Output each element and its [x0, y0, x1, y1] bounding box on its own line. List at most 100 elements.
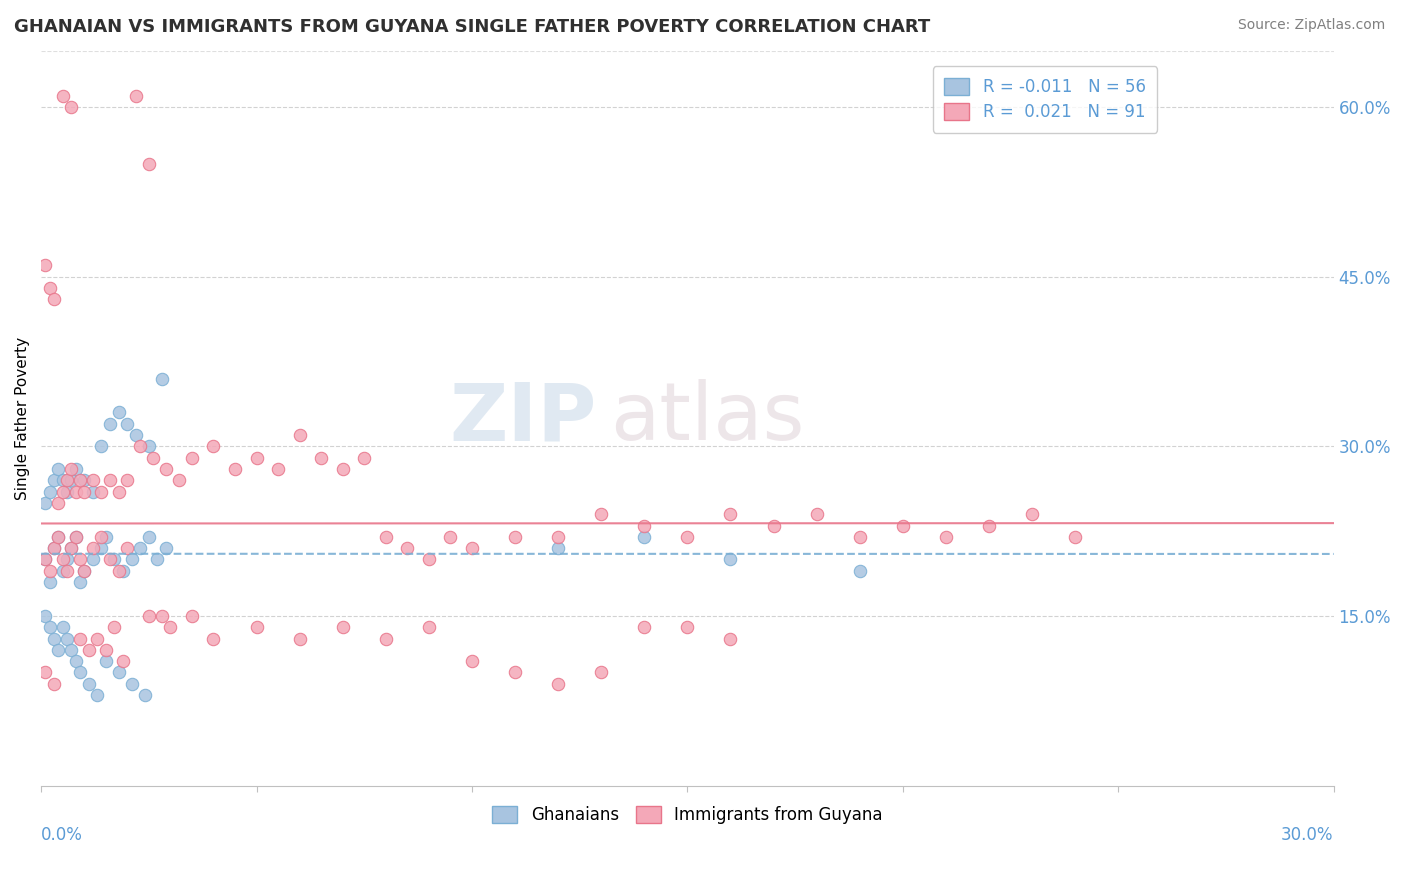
Point [52, 89, 75, 103]
Point [806, 507, 828, 521]
Point [202, 439, 225, 453]
Point [42, 632, 65, 646]
Point [34, 259, 56, 273]
Point [94, 643, 117, 657]
Point [547, 677, 569, 691]
Point [94, 654, 117, 668]
Point [129, 541, 152, 555]
Point [60, 541, 83, 555]
Point [77, 677, 100, 691]
Point [138, 157, 160, 171]
Point [46, 462, 69, 476]
Point [94, 530, 117, 544]
Point [633, 530, 655, 544]
Text: 30.0%: 30.0% [1281, 826, 1334, 844]
Point [503, 530, 526, 544]
Point [65, 654, 87, 668]
Point [155, 462, 177, 476]
Point [353, 450, 375, 465]
Point [73, 473, 96, 487]
Point [418, 620, 440, 634]
Point [288, 428, 311, 442]
Point [267, 462, 290, 476]
Point [98, 552, 121, 566]
Point [34, 552, 56, 566]
Point [848, 530, 870, 544]
Point [52, 620, 75, 634]
Point [134, 688, 156, 702]
Point [150, 609, 173, 624]
Point [86, 632, 108, 646]
Point [52, 564, 75, 578]
Point [1021, 507, 1043, 521]
Point [125, 89, 148, 103]
Point [117, 541, 139, 555]
Point [633, 518, 655, 533]
Point [56, 564, 79, 578]
Point [34, 496, 56, 510]
Point [69, 665, 91, 680]
Point [676, 530, 699, 544]
Point [762, 518, 785, 533]
Point [121, 552, 143, 566]
Point [42, 473, 65, 487]
Point [65, 530, 87, 544]
Point [111, 564, 134, 578]
Point [125, 428, 148, 442]
Point [591, 665, 613, 680]
Point [46, 530, 69, 544]
Point [90, 484, 112, 499]
Point [38, 575, 60, 590]
Point [103, 552, 125, 566]
Point [288, 632, 311, 646]
Point [56, 473, 79, 487]
Point [69, 575, 91, 590]
Text: atlas: atlas [610, 379, 804, 457]
Point [591, 507, 613, 521]
Text: GHANAIAN VS IMMIGRANTS FROM GUYANA SINGLE FATHER POVERTY CORRELATION CHART: GHANAIAN VS IMMIGRANTS FROM GUYANA SINGL… [14, 18, 931, 36]
Point [374, 530, 396, 544]
Point [60, 100, 83, 114]
Point [73, 564, 96, 578]
Point [86, 688, 108, 702]
Point [73, 564, 96, 578]
Point [34, 665, 56, 680]
Point [60, 643, 83, 657]
Point [547, 530, 569, 544]
Legend: Ghanaians, Immigrants from Guyana: Ghanaians, Immigrants from Guyana [484, 797, 890, 832]
Point [159, 620, 181, 634]
Point [73, 484, 96, 499]
Point [56, 552, 79, 566]
Point [155, 541, 177, 555]
Point [167, 473, 190, 487]
Point [309, 450, 332, 465]
Point [332, 620, 354, 634]
Point [503, 665, 526, 680]
Point [42, 541, 65, 555]
Point [65, 530, 87, 544]
Point [245, 620, 267, 634]
Point [146, 552, 169, 566]
Point [439, 530, 461, 544]
Point [138, 530, 160, 544]
Point [117, 473, 139, 487]
Point [82, 552, 104, 566]
Point [461, 541, 484, 555]
Point [107, 484, 129, 499]
Point [52, 473, 75, 487]
Point [38, 620, 60, 634]
Point [98, 417, 121, 431]
Point [103, 620, 125, 634]
Point [42, 541, 65, 555]
Point [46, 530, 69, 544]
Point [56, 632, 79, 646]
Point [180, 450, 202, 465]
Point [129, 439, 152, 453]
Point [98, 473, 121, 487]
Point [138, 609, 160, 624]
Point [117, 417, 139, 431]
Point [90, 541, 112, 555]
Point [633, 620, 655, 634]
Point [60, 541, 83, 555]
Point [461, 654, 484, 668]
